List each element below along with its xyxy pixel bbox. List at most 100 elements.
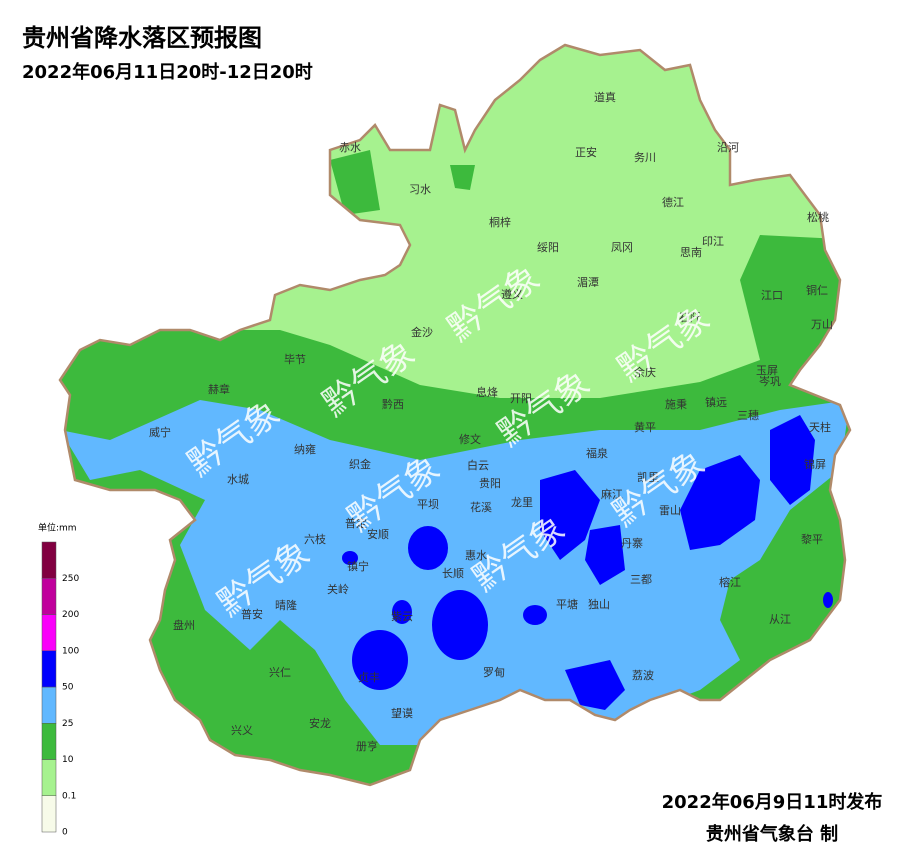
county-label: 普安 (241, 607, 263, 621)
county-label: 施秉 (665, 397, 687, 411)
county-label: 平塘 (556, 597, 578, 611)
county-label: 织金 (349, 457, 371, 471)
county-label: 兴义 (231, 724, 253, 737)
title: 贵州省降水落区预报图 (22, 24, 262, 52)
county-label: 修文 (459, 432, 481, 446)
legend-tick-label: 25 (62, 719, 73, 729)
county-label: 晴隆 (275, 598, 297, 612)
county-label: 从江 (769, 613, 791, 626)
county-label: 麻江 (601, 487, 623, 501)
legend-tick-label: 0.1 (62, 791, 76, 801)
legend-swatch (41, 795, 57, 833)
county-label: 纳雍 (294, 442, 316, 456)
county-label: 天柱 (809, 420, 831, 434)
county-label: 白云 (467, 458, 489, 472)
county-label: 荔波 (632, 669, 654, 682)
county-label: 印江 (702, 235, 724, 248)
county-label: 习水 (409, 183, 431, 196)
county-label: 镇远 (705, 395, 727, 409)
county-label: 镇宁 (347, 559, 369, 573)
area-heavy (60, 400, 850, 745)
county-label: 江口 (761, 289, 783, 302)
legend-swatch (41, 541, 57, 579)
legend-tick-label: 250 (62, 574, 79, 584)
county-label: 关岭 (327, 582, 349, 596)
county-label: 桐梓 (489, 215, 511, 229)
county-label: 普定 (345, 516, 367, 530)
county-label: 六枝 (304, 532, 326, 546)
county-label: 安龙 (309, 716, 331, 730)
county-label: 务川 (634, 151, 656, 164)
legend-swatch (41, 723, 57, 760)
county-label: 玉屏 (756, 364, 778, 377)
producer: 贵州省气象台 制 (706, 823, 838, 845)
county-label: 独山 (588, 598, 610, 611)
county-label: 三穗 (737, 409, 759, 422)
county-label: 金沙 (411, 325, 433, 339)
subtitle: 2022年06月11日20时-12日20时 (22, 61, 313, 83)
legend-swatch (41, 614, 57, 651)
county-label: 锦屏 (804, 457, 826, 471)
county-label: 册亨 (356, 739, 378, 753)
legend-tick-label: 10 (62, 755, 74, 765)
legend-swatch (41, 578, 57, 615)
county-label: 思南 (680, 246, 702, 259)
legend-tick-label: 200 (62, 610, 79, 620)
county-label: 赫章 (208, 382, 230, 396)
county-label: 花溪 (470, 501, 492, 514)
county-label: 德江 (662, 195, 684, 209)
county-label: 贵阳 (479, 477, 501, 490)
legend-swatch (41, 650, 57, 688)
county-label: 水城 (227, 473, 249, 486)
county-label: 丹寨 (621, 536, 643, 550)
county-label: 赤水 (339, 141, 361, 154)
county-label: 开阳 (510, 392, 532, 405)
county-label: 黎平 (801, 532, 823, 546)
county-label: 长顺 (442, 567, 464, 580)
area-storm (342, 415, 833, 710)
county-label: 惠水 (465, 548, 487, 562)
county-label: 紫云 (391, 610, 413, 623)
legend-tick-label: 0 (62, 828, 68, 838)
county-label: 毕节 (284, 353, 306, 366)
county-label: 万山 (811, 318, 833, 331)
county-label: 贞丰 (358, 670, 380, 684)
county-label: 凤冈 (611, 241, 633, 254)
county-label: 黄平 (634, 420, 656, 434)
county-label: 正安 (575, 145, 597, 159)
county-label: 安顺 (367, 527, 389, 541)
county-label: 盘州 (173, 618, 195, 632)
legend-tick-label: 100 (62, 646, 79, 656)
county-label: 遵义 (501, 287, 523, 301)
county-label: 雷山 (659, 504, 681, 517)
county-label: 兴仁 (269, 666, 291, 679)
legend-swatch (41, 759, 57, 796)
county-label: 息烽 (476, 385, 498, 399)
county-label: 望谟 (391, 707, 413, 720)
legend-swatch (41, 686, 57, 724)
county-label: 罗甸 (483, 666, 505, 679)
county-label: 龙里 (511, 496, 533, 509)
county-label: 松桃 (807, 210, 829, 224)
county-label: 沿河 (717, 141, 739, 154)
county-label: 石阡 (679, 311, 701, 324)
county-label: 湄潭 (577, 276, 599, 289)
legend-tick-label: 50 (62, 683, 74, 693)
county-label: 道真 (594, 90, 616, 104)
county-label: 岑巩 (759, 375, 781, 388)
county-label: 威宁 (149, 425, 171, 439)
county-label: 余庆 (634, 365, 656, 379)
issued: 2022年06月9日11时发布 (662, 791, 883, 813)
county-label: 铜仁 (806, 283, 828, 297)
county-label: 凯里 (637, 471, 659, 484)
county-label: 三都 (630, 573, 652, 586)
county-label: 榕江 (719, 575, 741, 589)
legend-unit: 单位:mm (38, 522, 77, 534)
county-label: 平坝 (417, 497, 439, 511)
county-label: 福泉 (586, 446, 608, 460)
area-moderate-north (330, 150, 475, 215)
county-label: 黔西 (382, 397, 404, 411)
county-label: 绥阳 (537, 241, 559, 254)
